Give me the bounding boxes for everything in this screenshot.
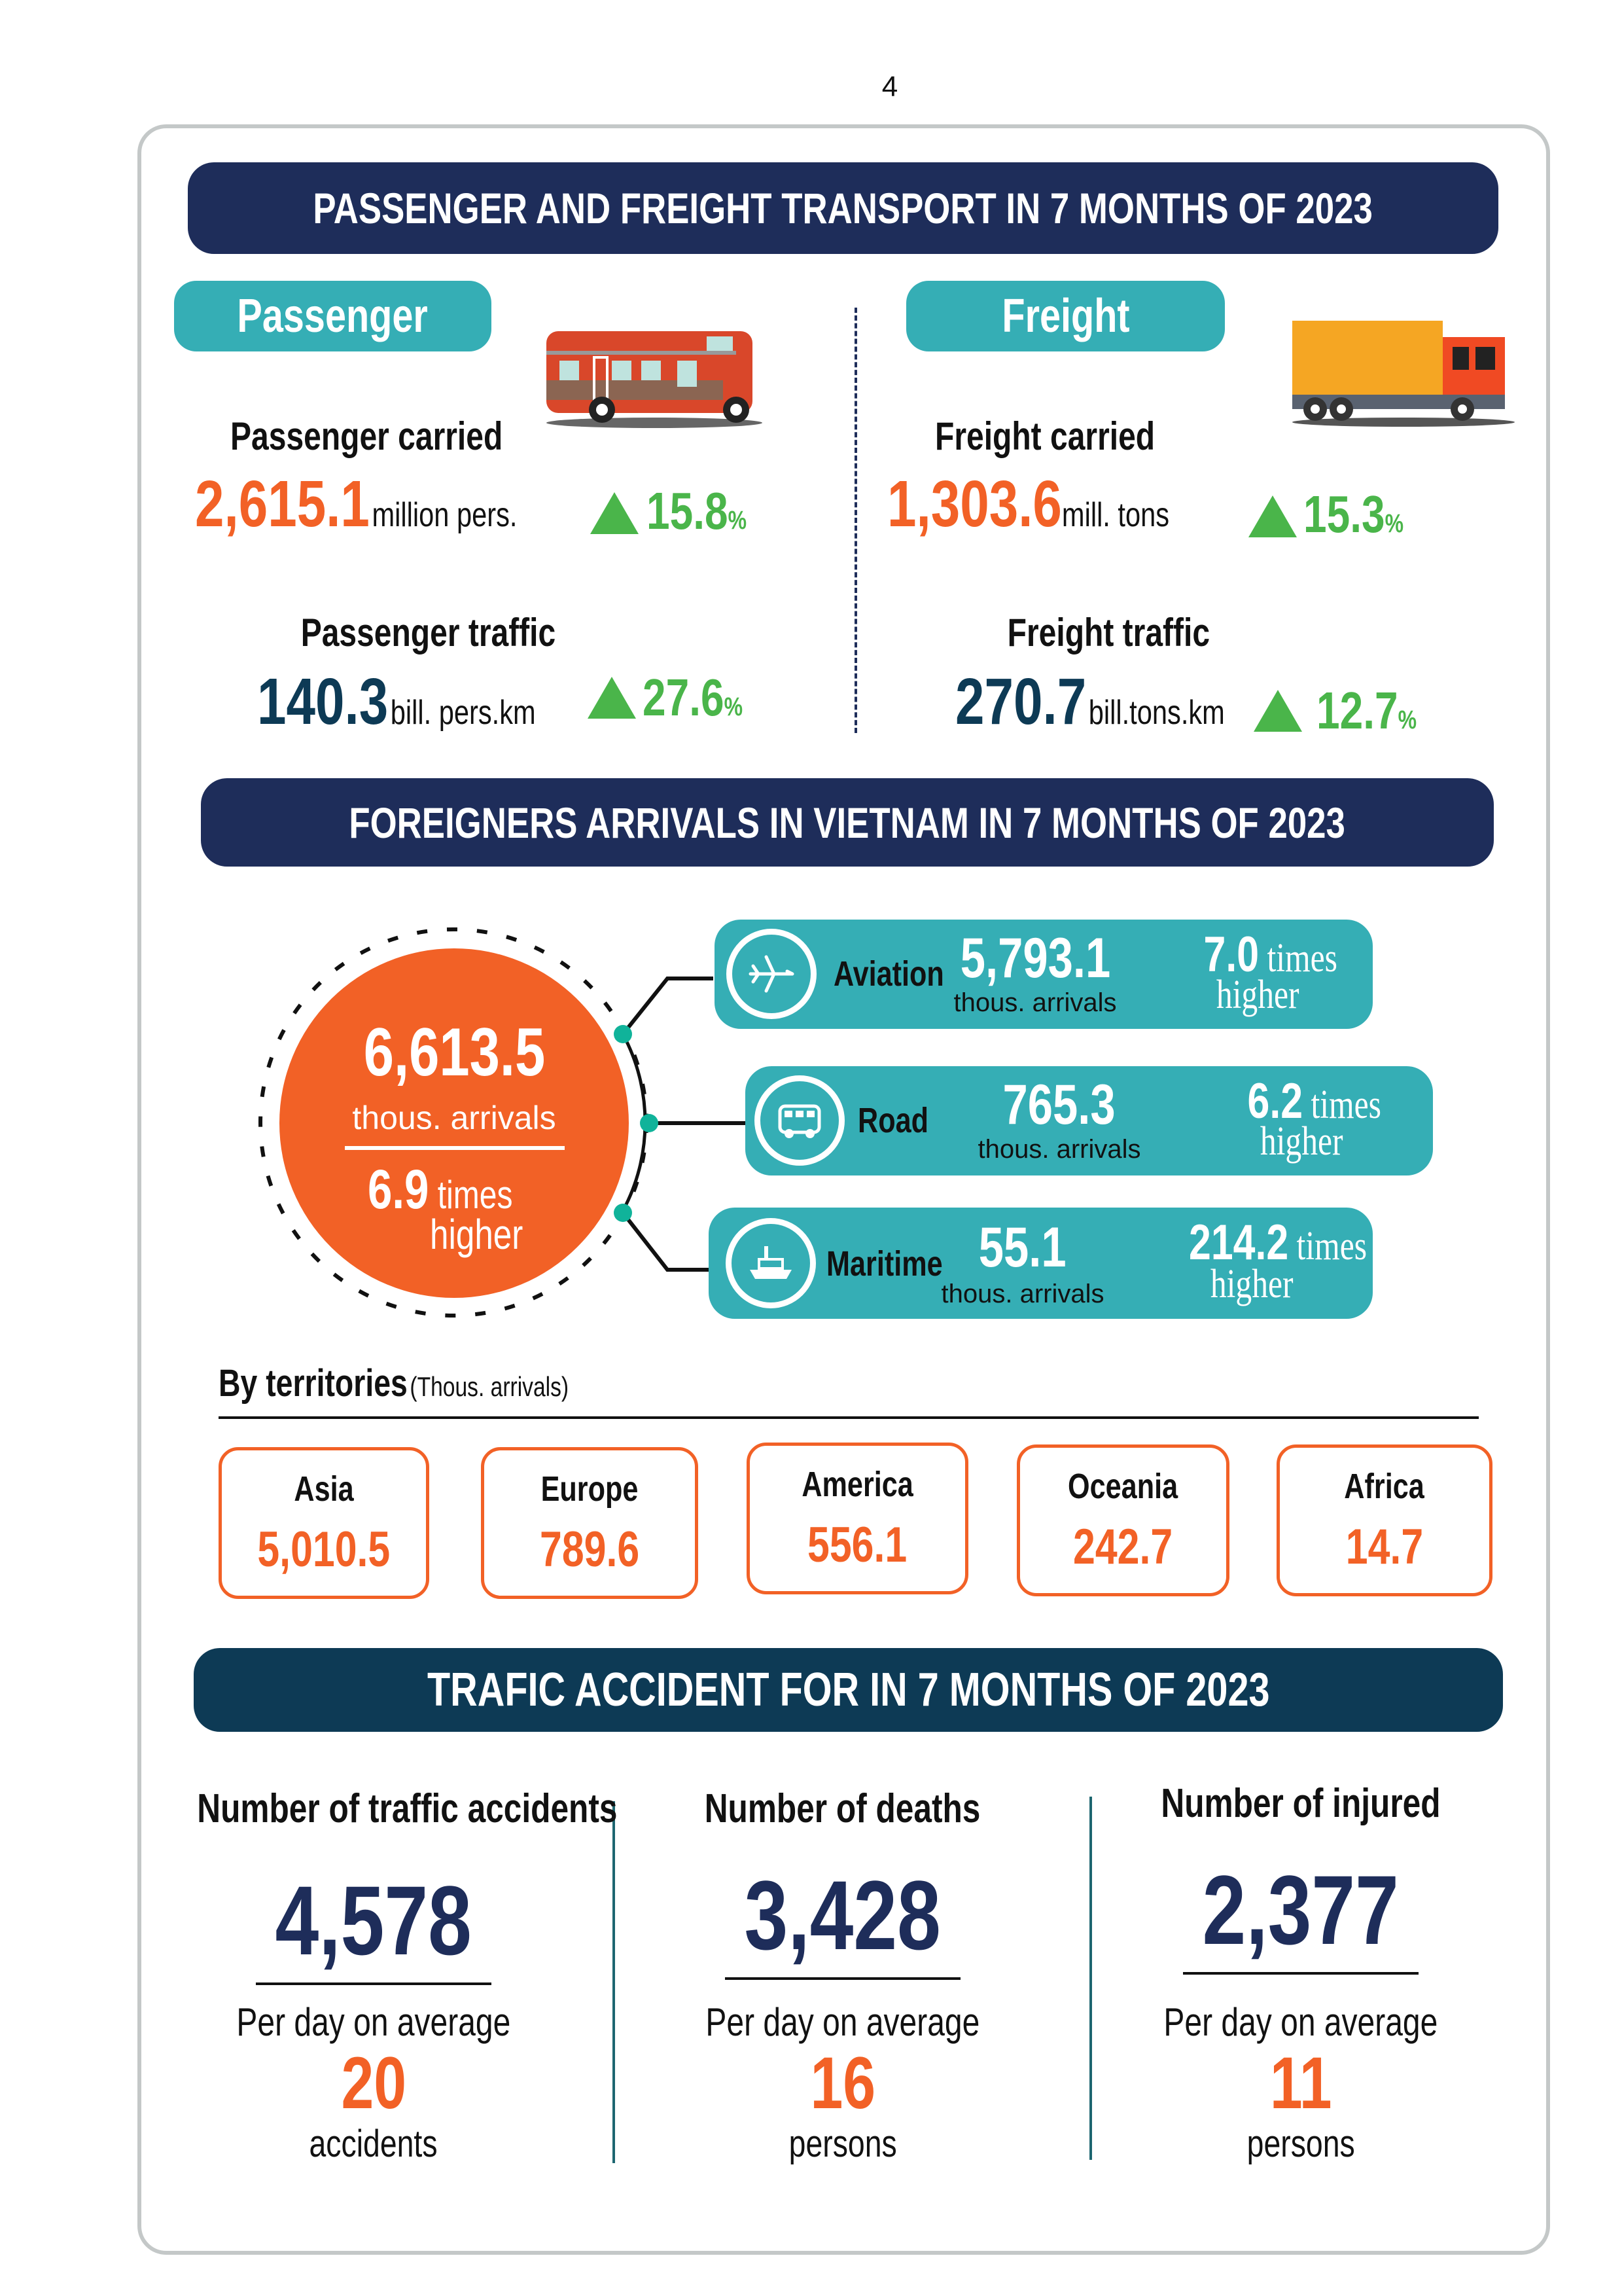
freight-traffic-growth: 12.7%	[1316, 681, 1417, 740]
freight-carried-stat: 1,303.6mill. tons	[887, 471, 1240, 537]
freight-pill-label: Freight	[1001, 290, 1130, 342]
passenger-carried-unit: million pers.	[372, 496, 518, 534]
deaths-per-day: 16	[810, 2042, 875, 2124]
higher-label: higher	[1260, 1119, 1343, 1164]
territory-africa: Africa 14.7	[1277, 1444, 1492, 1596]
passenger-traffic-unit: bill. pers.km	[390, 694, 536, 732]
up-arrow-icon	[1248, 495, 1297, 537]
mode-aviation: Aviation 5,793.1 thous. arrivals 7.0 tim…	[715, 920, 1373, 1029]
section-divider	[855, 308, 857, 733]
mode-unit: thous. arrivals	[953, 988, 1117, 1017]
accident-header: TRAFIC ACCIDENT FOR IN 7 MONTHS OF 2023	[194, 1648, 1503, 1732]
mode-unit: thous. arrivals	[941, 1280, 1104, 1308]
deaths-column: Number of deaths 3,428 Per day on averag…	[705, 1786, 981, 2165]
mode-value: 55.1	[979, 1216, 1067, 1279]
arrivals-connector	[258, 927, 746, 1318]
transport-title: PASSENGER AND FREIGHT TRANSPORT IN 7 MON…	[313, 184, 1373, 232]
arrivals-title: FOREIGNERS ARRIVALS IN VIETNAM IN 7 MONT…	[349, 798, 1346, 847]
mode-times: 214.2	[1189, 1215, 1289, 1270]
freight-carried-value: 1,303.6	[887, 467, 1062, 541]
divider	[1089, 1797, 1092, 2160]
injured-value: 2,377	[1202, 1855, 1400, 1965]
passenger-traffic-stat: 140.3 bill. pers.km	[257, 669, 605, 734]
freight-carried-label: Freight carried	[934, 414, 1156, 458]
arrivals-header: FOREIGNERS ARRIVALS IN VIETNAM IN 7 MONT…	[201, 778, 1494, 867]
van-icon	[754, 1075, 845, 1166]
passenger-carried-growth: 15.8%	[646, 482, 747, 540]
bus-icon	[546, 331, 762, 428]
passenger-carried-label: Passenger carried	[230, 414, 503, 458]
mode-value: 765.3	[1002, 1073, 1116, 1136]
territories-heading: By territories (Thous. arrivals)	[219, 1361, 656, 1405]
territory-america: America 556.1	[747, 1443, 968, 1594]
divider	[219, 1416, 1479, 1419]
accidents-column: Number of traffic accidents 4,578 Per da…	[197, 1786, 618, 2165]
mode-times: 6.2	[1247, 1073, 1303, 1129]
mode-unit: thous. arrivals	[978, 1135, 1141, 1164]
mode-times: 7.0	[1203, 927, 1260, 982]
page-number: 4	[881, 71, 898, 103]
accidents-value: 4,578	[275, 1865, 472, 1975]
transport-header: PASSENGER AND FREIGHT TRANSPORT IN 7 MON…	[188, 162, 1498, 254]
higher-label: higher	[1216, 973, 1299, 1017]
freight-pill: Freight	[906, 281, 1225, 351]
ship-icon	[726, 1218, 816, 1308]
freight-traffic-unit: bill.tons.km	[1088, 694, 1225, 732]
accident-title: TRAFIC ACCIDENT FOR IN 7 MONTHS OF 2023	[427, 1664, 1270, 1716]
freight-traffic-label: Freight traffic	[1007, 611, 1210, 655]
total-arrivals-unit: thous. arrivals	[352, 1100, 556, 1136]
page-frame	[137, 124, 1550, 2255]
passenger-pill-label: Passenger	[237, 290, 429, 342]
up-arrow-icon	[590, 492, 639, 534]
divider	[612, 1801, 615, 2163]
territory-europe: Europe 789.6	[481, 1447, 698, 1599]
mode-name: Maritime	[826, 1244, 943, 1283]
higher-label: higher	[430, 1211, 523, 1258]
territories-unit: (Thous. arrivals)	[410, 1371, 569, 1402]
total-arrivals-circle: 6,613.5 thous. arrivals 6.9 times higher	[279, 948, 629, 1298]
mode-name: Road	[858, 1101, 928, 1140]
passenger-carried-value: 2,615.1	[195, 467, 370, 541]
mode-value: 5,793.1	[960, 927, 1110, 990]
freight-traffic-stat: 270.7 bill.tons.km	[955, 669, 1292, 734]
total-arrivals-value: 6,613.5	[363, 1014, 545, 1090]
freight-traffic-value: 270.7	[955, 665, 1087, 738]
territory-asia: Asia 5,010.5	[219, 1447, 429, 1599]
deaths-value: 3,428	[744, 1860, 942, 1970]
mode-name: Aviation	[834, 954, 944, 994]
accidents-per-day: 20	[341, 2042, 406, 2124]
freight-carried-unit: mill. tons	[1061, 496, 1170, 534]
freight-carried-growth: 15.3%	[1303, 485, 1404, 543]
territories-label: By territories	[219, 1362, 408, 1405]
airplane-icon	[726, 929, 817, 1019]
passenger-traffic-label: Passenger traffic	[300, 611, 556, 655]
passenger-pill: Passenger	[174, 281, 491, 351]
passenger-traffic-growth: 27.6%	[643, 668, 743, 726]
mode-road: Road 765.3 thous. arrivals 6.2 times hig…	[745, 1066, 1433, 1175]
injured-column: Number of injured 2,377 Per day on avera…	[1161, 1781, 1441, 2165]
times-label: times	[437, 1173, 513, 1217]
injured-per-day: 11	[1269, 2042, 1332, 2124]
territory-oceania: Oceania 242.7	[1017, 1444, 1229, 1596]
passenger-traffic-value: 140.3	[257, 665, 389, 738]
passenger-carried-stat: 2,615.1 million pers.	[195, 471, 598, 537]
up-arrow-icon	[588, 677, 636, 719]
mode-maritime: Maritime 55.1 thous. arrivals 214.2 time…	[709, 1208, 1373, 1319]
total-times-value: 6.9	[368, 1158, 429, 1220]
truck-icon	[1292, 321, 1515, 427]
higher-label: higher	[1210, 1262, 1294, 1306]
divider	[345, 1146, 565, 1150]
up-arrow-icon	[1254, 690, 1302, 732]
